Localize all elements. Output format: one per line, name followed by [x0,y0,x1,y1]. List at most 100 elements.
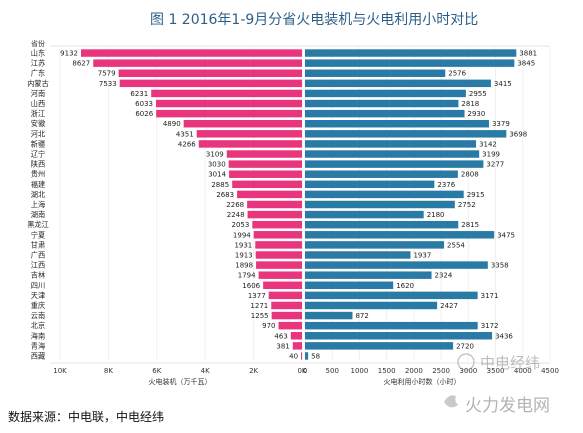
hours-value-label: 3171 [481,292,499,300]
province-label: 陕西 [31,160,45,169]
hours-value-label: 2554 [447,241,465,249]
install-value-label: 1606 [242,282,260,290]
province-label: 甘肃 [31,240,45,249]
province-label: 重庆 [31,301,45,310]
install-value-label: 463 [274,332,287,340]
install-value-label: 2053 [231,221,249,229]
left-axis: 10K 8K 6K 4K 2K 0K [53,367,307,375]
install-bar [292,342,302,350]
province-label: 海南 [31,331,45,340]
province-label: 宁夏 [31,230,45,239]
right-tick-label: 0 [303,367,307,375]
left-bars: 9132 8627 7579 7533 6231 6033 6026 4890 4351 4266… [60,49,303,360]
hours-value-label: 2955 [469,90,487,98]
install-bar [81,49,302,57]
right-tick-label: 2000 [405,367,423,375]
hours-bar [305,251,411,259]
install-bar [263,281,302,290]
install-bar [301,352,303,360]
install-bar [247,210,302,219]
install-value-label: 4890 [163,120,181,128]
source-note: 数据来源：中电联，中电经纬 [8,409,164,424]
hours-bar [305,231,495,239]
province-label: 云南 [31,311,45,320]
hours-bar [305,210,424,219]
hours-bar [305,220,459,229]
province-labels: 山东江苏广东内蒙古河南山西浙江安徽河北新疆辽宁陕西贵州福建湖北上海湖南黑龙江宁夏… [27,49,49,361]
install-value-label: 1994 [233,231,251,239]
right-tick-label: 1000 [351,367,369,375]
hours-value-label: 2930 [468,110,486,118]
hours-value-label: 1620 [396,282,414,290]
hours-bar [305,69,446,77]
install-value-label: 7533 [99,80,117,88]
install-value-label: 2268 [226,201,244,209]
right-tick-label: 4500 [541,367,559,375]
install-value-label: 3109 [206,151,224,159]
install-value-label: 40 [289,352,298,360]
watermark-text-2: 火力发电网 [465,396,550,416]
install-bar [271,311,302,320]
hours-value-label: 3415 [494,80,512,88]
hours-bar [305,311,353,320]
province-label: 河南 [31,89,45,98]
hours-bar [305,321,478,330]
right-axis: 0 500 1000 1500 2000 2500 3000 3500 4000 4500 [303,367,559,375]
hours-bar [305,271,432,279]
hours-value-label: 2752 [458,201,476,209]
hours-bar [305,342,454,350]
hours-bar [305,352,309,360]
right-tick-label: 3500 [487,367,505,375]
province-label: 浙江 [31,109,45,118]
chart-title: 图 1 2016年1-9月分省火电装机与火电利用小时对比 [150,12,478,28]
hours-value-label: 3358 [491,262,509,270]
province-label: 天津 [31,291,45,300]
install-bar [290,332,302,340]
hours-bar [305,79,491,88]
hours-bar [305,190,464,199]
hours-value-label: 3881 [519,50,537,58]
install-value-label: 6026 [135,110,153,118]
hours-value-label: 2720 [456,342,474,350]
install-value-label: 970 [262,322,275,330]
hours-bar [305,99,459,108]
province-label: 安徽 [31,119,46,128]
left-tick-label: 2K [249,367,258,375]
hours-value-label: 58 [311,352,320,360]
install-value-label: 9132 [60,50,78,58]
right-tick-label: 500 [326,367,339,375]
install-value-label: 1931 [234,241,252,249]
hours-value-label: 2324 [435,272,453,280]
watermark-text-1: 中电经纬 [480,354,540,372]
province-label: 山东 [31,49,45,58]
watermark-zhongdian: 中电经纬 [457,353,540,372]
right-tick-label: 2500 [432,367,450,375]
install-value-label: 6231 [130,90,148,98]
right-tick-label: 1500 [378,367,396,375]
install-value-label: 1377 [248,292,266,300]
hours-value-label: 2427 [440,302,458,310]
install-bar [156,109,302,118]
province-label: 新疆 [31,139,45,148]
install-value-label: 1794 [238,272,256,280]
hours-bar [305,291,478,300]
province-label: 西藏 [31,351,45,360]
install-bar [119,79,302,88]
province-label: 黑龙江 [27,220,49,229]
install-value-label: 3014 [208,171,226,179]
flame-icon [444,395,458,408]
hours-value-label: 872 [355,312,368,320]
install-bar [151,89,302,98]
right-axis-title: 火电利用小时数（小时） [384,377,461,386]
province-label: 四川 [31,281,45,290]
install-bar [229,170,302,178]
hours-bar [305,150,480,158]
hours-value-label: 2576 [448,70,466,78]
install-value-label: 2683 [216,191,234,199]
hours-value-label: 2818 [461,100,479,108]
hours-bar [305,160,484,168]
install-value-label: 381 [276,342,289,350]
right-tick-label: 3000 [459,367,477,375]
left-tick-label: 4K [201,367,210,375]
